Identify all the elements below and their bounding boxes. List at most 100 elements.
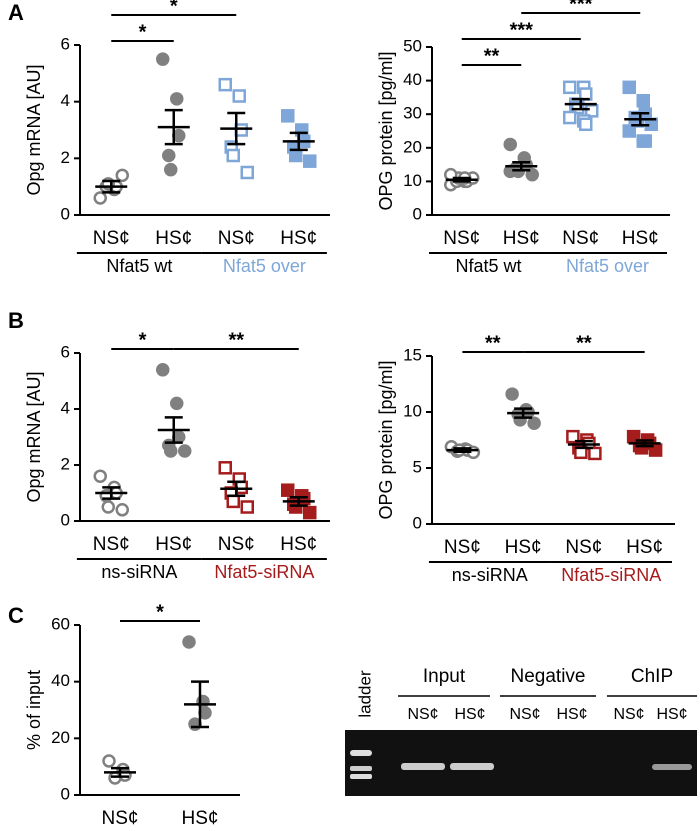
data-point <box>289 148 303 163</box>
data-point <box>527 416 541 430</box>
data-point <box>579 117 593 132</box>
data-point <box>93 469 107 483</box>
significance-label: * <box>156 601 164 623</box>
gel-image <box>345 730 697 796</box>
group-label: ns-siRNA <box>101 562 177 582</box>
group-label: Nfat5-siRNA <box>561 565 661 585</box>
y-axis-label: OPG protein [pg/ml] <box>376 360 396 519</box>
y-tick-label: 10 <box>403 171 422 190</box>
panel-label: B <box>8 308 24 333</box>
gel-group-label: Negative <box>511 666 586 687</box>
panel-label: C <box>8 603 24 628</box>
gel-band <box>401 763 445 770</box>
x-tick-label: HS¢ <box>503 228 540 249</box>
data-point <box>563 110 577 125</box>
gel-lane-label: NS¢ <box>407 706 438 723</box>
data-point <box>636 94 650 108</box>
y-tick-label: 20 <box>51 728 70 747</box>
group-label: Nfat5 over <box>223 256 306 276</box>
data-point <box>93 191 107 205</box>
x-tick-label: HS¢ <box>155 534 192 555</box>
x-tick-label: HS¢ <box>505 537 542 558</box>
data-point <box>503 137 517 152</box>
y-tick-label: 50 <box>403 36 422 55</box>
y-axis-label: OPG protein [pg/ml] <box>376 51 396 210</box>
y-tick-label: 60 <box>51 614 70 633</box>
y-axis-label: Opg mRNA [AU] <box>24 371 44 502</box>
data-point <box>102 754 116 768</box>
data-point <box>115 168 129 183</box>
significance-label: ** <box>228 329 244 351</box>
data-point <box>638 134 652 148</box>
y-tick-label: 40 <box>51 671 70 690</box>
data-point <box>170 92 184 106</box>
group-label: ns-siRNA <box>452 565 528 585</box>
y-tick-label: 0 <box>61 510 70 529</box>
x-tick-label: NS¢ <box>93 228 130 249</box>
x-tick-label: NS¢ <box>102 808 139 826</box>
gel-band <box>450 763 494 770</box>
panel-label: A <box>8 0 24 25</box>
group-label: Nfat5-siRNA <box>214 562 314 582</box>
x-tick-label: HS¢ <box>626 537 663 558</box>
data-point <box>178 444 192 458</box>
significance-label: * <box>170 0 178 17</box>
data-point <box>164 162 178 177</box>
y-tick-label: 40 <box>403 70 422 89</box>
gel-lane-label: HS¢ <box>454 706 485 723</box>
data-point <box>162 148 176 163</box>
data-point <box>563 80 577 95</box>
data-point <box>164 444 178 458</box>
gel-lane-label: HS¢ <box>656 706 687 723</box>
gel-lane-label: NS¢ <box>613 706 644 723</box>
data-point <box>240 165 254 180</box>
gel-ladder-label: ladder <box>355 670 374 718</box>
significance-label: * <box>139 21 147 43</box>
gel-band <box>350 750 372 756</box>
data-point <box>525 167 539 182</box>
x-tick-label: NS¢ <box>444 537 481 558</box>
group-label: Nfat5 wt <box>106 256 172 276</box>
data-point <box>156 363 170 377</box>
data-point <box>281 109 295 123</box>
data-point <box>303 505 317 520</box>
group-label: Nfat5 wt <box>456 256 522 276</box>
y-tick-label: 2 <box>61 148 70 167</box>
y-tick-label: 30 <box>403 104 422 123</box>
y-tick-label: 0 <box>413 204 422 223</box>
data-point <box>588 446 602 461</box>
gel-lane-label: NS¢ <box>509 706 540 723</box>
data-point <box>226 148 240 163</box>
y-tick-label: 4 <box>61 398 70 417</box>
y-tick-label: 5 <box>413 457 422 476</box>
significance-label: *** <box>569 0 593 15</box>
gel-group-label: Input <box>423 666 466 687</box>
y-tick-label: 0 <box>413 513 422 532</box>
gel-group-label: ChIP <box>631 666 673 687</box>
data-point <box>505 387 519 401</box>
y-tick-label: 6 <box>61 34 70 53</box>
y-tick-label: 6 <box>61 342 70 361</box>
x-tick-label: HS¢ <box>280 534 317 555</box>
significance-label: * <box>139 329 147 351</box>
x-tick-label: HS¢ <box>182 808 219 826</box>
data-point <box>232 89 246 103</box>
data-point <box>622 124 636 138</box>
y-axis-label: % of input <box>24 670 44 750</box>
data-point <box>303 154 317 168</box>
x-tick-label: NS¢ <box>443 228 480 249</box>
y-tick-label: 0 <box>61 784 70 803</box>
gel-band <box>350 774 372 779</box>
gel-band <box>652 764 692 770</box>
significance-label: ** <box>484 45 500 67</box>
data-point <box>281 483 295 497</box>
significance-label: ** <box>485 332 501 354</box>
data-point <box>622 80 636 95</box>
x-tick-label: HS¢ <box>280 228 317 249</box>
x-tick-label: NS¢ <box>565 537 602 558</box>
data-point <box>571 100 585 115</box>
data-point <box>226 494 240 509</box>
y-tick-label: 4 <box>61 91 70 110</box>
gel-band <box>350 766 372 771</box>
